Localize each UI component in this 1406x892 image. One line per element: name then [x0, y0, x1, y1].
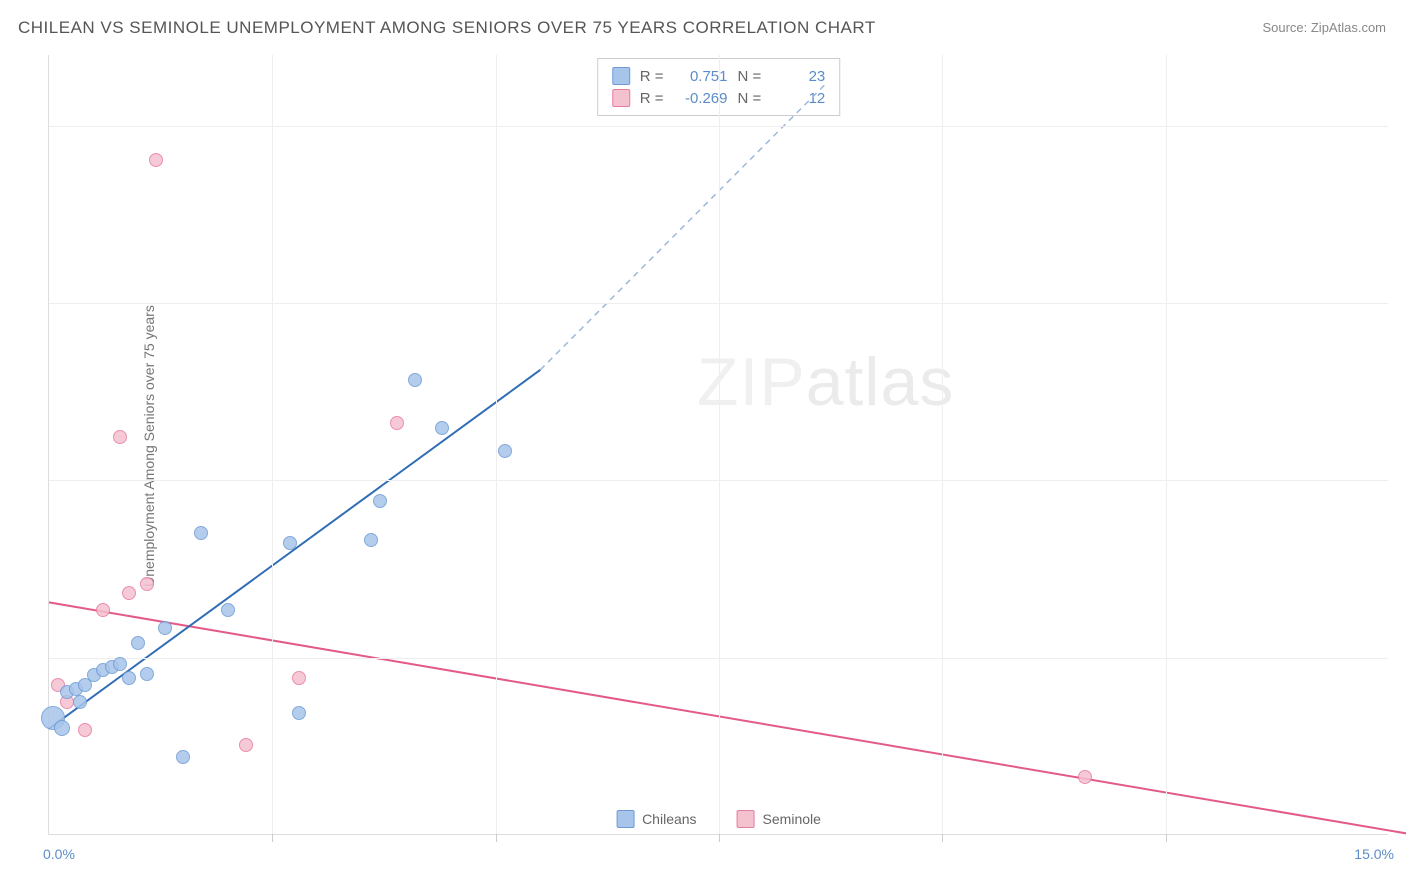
trend-line — [49, 602, 1406, 835]
plot-area: ZIPatlas R = 0.751 N = 23 R = -0.269 N =… — [48, 55, 1388, 835]
gridline-v — [496, 55, 497, 834]
data-point — [292, 706, 306, 720]
data-point — [408, 373, 422, 387]
data-point — [96, 603, 110, 617]
data-point — [435, 421, 449, 435]
swatch-seminole-icon — [737, 810, 755, 828]
data-point — [239, 738, 253, 752]
x-tick — [496, 834, 497, 842]
data-point — [122, 586, 136, 600]
data-point — [292, 671, 306, 685]
chart-title: CHILEAN VS SEMINOLE UNEMPLOYMENT AMONG S… — [18, 18, 876, 38]
data-point — [1078, 770, 1092, 784]
source-attribution: Source: ZipAtlas.com — [1262, 20, 1386, 35]
data-point — [283, 536, 297, 550]
x-tick — [272, 834, 273, 842]
x-axis-max-label: 15.0% — [1354, 846, 1394, 862]
data-point — [140, 577, 154, 591]
data-point — [498, 444, 512, 458]
data-point — [158, 621, 172, 635]
data-point — [194, 526, 208, 540]
gridline-v — [272, 55, 273, 834]
gridline-v — [942, 55, 943, 834]
data-point — [54, 720, 70, 736]
data-point — [78, 723, 92, 737]
data-point — [113, 430, 127, 444]
data-point — [390, 416, 404, 430]
data-point — [113, 657, 127, 671]
swatch-chileans-icon — [616, 810, 634, 828]
x-tick — [942, 834, 943, 842]
legend-item-chileans: Chileans — [616, 810, 696, 828]
data-point — [149, 153, 163, 167]
data-point — [373, 494, 387, 508]
data-point — [140, 667, 154, 681]
gridline-v — [1166, 55, 1167, 834]
x-tick — [1166, 834, 1167, 842]
data-point — [73, 695, 87, 709]
x-axis-min-label: 0.0% — [43, 846, 75, 862]
data-point — [122, 671, 136, 685]
data-point — [221, 603, 235, 617]
data-point — [364, 533, 378, 547]
data-point — [176, 750, 190, 764]
data-point — [131, 636, 145, 650]
legend-item-seminole: Seminole — [737, 810, 821, 828]
gridline-v — [719, 55, 720, 834]
x-tick — [719, 834, 720, 842]
